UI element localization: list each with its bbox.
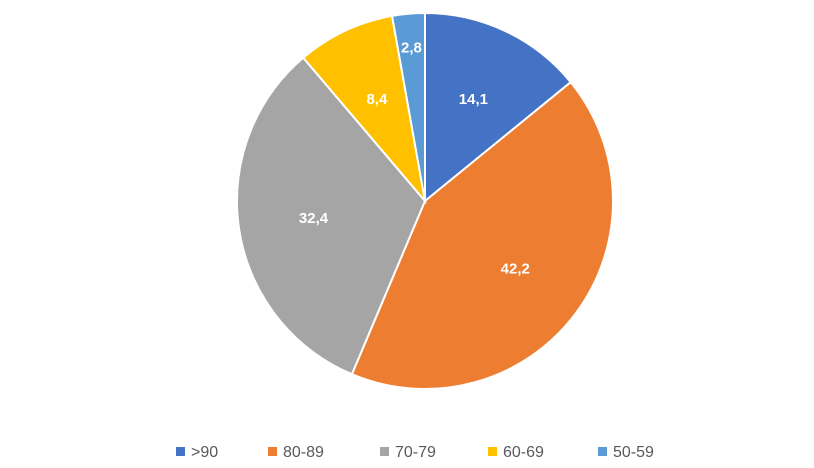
legend-label-70-79: 70-79 <box>395 444 436 461</box>
slice-labels: 14,1 42,2 32,4 8,4 2,8 <box>299 39 530 277</box>
pie-slice-50-59 <box>390 11 426 202</box>
legend-swatch-50-59 <box>598 447 607 456</box>
pie-slices <box>236 11 614 390</box>
legend-swatch-over-90 <box>176 447 185 456</box>
slice-label-70-79: 32,4 <box>299 210 329 227</box>
legend-swatch-80-89 <box>268 447 277 456</box>
legend-label-80-89: 80-89 <box>283 444 324 461</box>
legend-label-50-59: 50-59 <box>613 444 654 461</box>
slice-label-over-90: 14,1 <box>459 91 488 108</box>
legend-label-60-69: 60-69 <box>503 444 544 461</box>
legend-label-over-90: >90 <box>191 444 218 461</box>
legend-swatch-60-69 <box>488 447 497 456</box>
pie-slice-70-79 <box>236 56 427 376</box>
legend: >90 80-89 70-79 60-69 50-59 <box>176 444 654 461</box>
slice-label-50-59: 2,8 <box>401 39 422 56</box>
slice-label-80-89: 42,2 <box>501 261 530 278</box>
legend-swatch-70-79 <box>380 447 389 456</box>
slice-label-60-69: 8,4 <box>366 91 388 108</box>
pie-slice-over-90 <box>424 11 573 204</box>
pie-slice-60-69 <box>301 14 427 205</box>
pie-slice-80-89 <box>350 80 614 390</box>
